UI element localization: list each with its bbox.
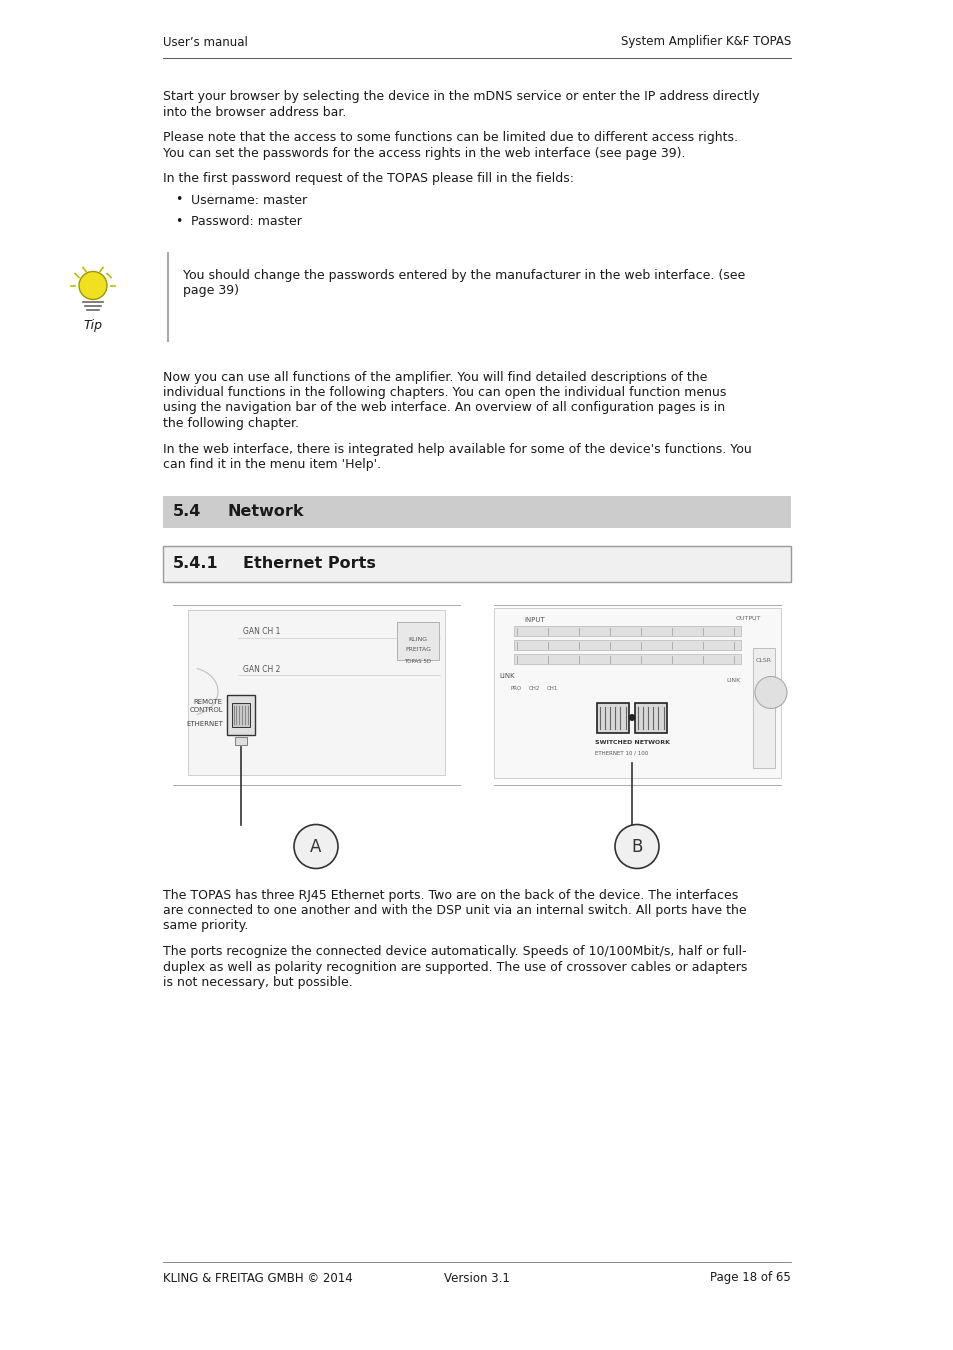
- Text: can find it in the menu item 'Help'.: can find it in the menu item 'Help'.: [163, 458, 381, 471]
- Text: KLING: KLING: [408, 637, 427, 643]
- Text: INPUT: INPUT: [523, 617, 544, 624]
- Text: using the navigation bar of the web interface. An overview of all configuration : using the navigation bar of the web inte…: [163, 401, 724, 414]
- Text: You should change the passwords entered by the manufacturer in the web interface: You should change the passwords entered …: [183, 269, 744, 282]
- FancyBboxPatch shape: [227, 694, 254, 734]
- FancyBboxPatch shape: [597, 702, 628, 733]
- Text: CLSR: CLSR: [755, 657, 771, 663]
- Text: individual functions in the following chapters. You can open the individual func: individual functions in the following ch…: [163, 386, 725, 400]
- Text: Network: Network: [228, 504, 304, 518]
- Text: duplex as well as polarity recognition are supported. The use of crossover cable: duplex as well as polarity recognition a…: [163, 960, 746, 973]
- Text: ETHERNET 10 / 100: ETHERNET 10 / 100: [595, 751, 648, 756]
- Text: Please note that the access to some functions can be limited due to different ac: Please note that the access to some func…: [163, 131, 738, 144]
- FancyBboxPatch shape: [234, 737, 247, 744]
- Text: In the web interface, there is integrated help available for some of the device': In the web interface, there is integrate…: [163, 443, 751, 455]
- FancyBboxPatch shape: [752, 648, 774, 768]
- Text: User’s manual: User’s manual: [163, 35, 248, 49]
- Text: SWITCHED NETWORK: SWITCHED NETWORK: [595, 741, 669, 745]
- Text: Start your browser by selecting the device in the mDNS service or enter the IP a: Start your browser by selecting the devi…: [163, 90, 759, 103]
- FancyBboxPatch shape: [514, 653, 740, 663]
- Text: into the browser address bar.: into the browser address bar.: [163, 105, 346, 119]
- Text: CONTROL: CONTROL: [190, 707, 223, 714]
- Text: Tip: Tip: [84, 320, 102, 332]
- FancyBboxPatch shape: [163, 495, 790, 528]
- Text: FREITAG: FREITAG: [405, 647, 431, 652]
- Text: PRO: PRO: [510, 686, 521, 690]
- Text: CH2: CH2: [528, 686, 539, 690]
- Text: GAN CH 1: GAN CH 1: [243, 628, 280, 636]
- Text: same priority.: same priority.: [163, 919, 248, 933]
- Circle shape: [79, 271, 107, 300]
- Text: A: A: [310, 837, 321, 856]
- Text: Now you can use all functions of the amplifier. You will find detailed descripti: Now you can use all functions of the amp…: [163, 370, 706, 383]
- FancyBboxPatch shape: [494, 608, 781, 778]
- Text: ETHERNET: ETHERNET: [186, 721, 223, 728]
- FancyBboxPatch shape: [514, 625, 740, 636]
- Text: TOPAS 5D: TOPAS 5D: [404, 659, 431, 664]
- FancyBboxPatch shape: [188, 609, 444, 775]
- Text: The TOPAS has three RJ45 Ethernet ports. Two are on the back of the device. The : The TOPAS has three RJ45 Ethernet ports.…: [163, 888, 738, 902]
- FancyBboxPatch shape: [163, 545, 790, 582]
- Text: 5.4: 5.4: [172, 504, 201, 518]
- FancyBboxPatch shape: [232, 702, 250, 726]
- Circle shape: [628, 714, 635, 721]
- Text: You can set the passwords for the access rights in the web interface (see page 3: You can set the passwords for the access…: [163, 147, 685, 159]
- FancyBboxPatch shape: [514, 640, 740, 649]
- Text: •: •: [174, 193, 182, 207]
- Text: Version 3.1: Version 3.1: [443, 1272, 510, 1284]
- Text: System Amplifier K&F TOPAS: System Amplifier K&F TOPAS: [620, 35, 790, 49]
- Text: REMOTE: REMOTE: [193, 699, 223, 706]
- Text: In the first password request of the TOPAS please fill in the fields:: In the first password request of the TOP…: [163, 171, 574, 185]
- Text: The ports recognize the connected device automatically. Speeds of 10/100Mbit/s, : The ports recognize the connected device…: [163, 945, 746, 958]
- Text: the following chapter.: the following chapter.: [163, 417, 298, 431]
- Text: LINK: LINK: [498, 672, 514, 679]
- Circle shape: [615, 825, 659, 868]
- Text: GAN CH 2: GAN CH 2: [243, 664, 280, 674]
- Circle shape: [754, 676, 786, 709]
- Text: KLING & FREITAG GMBH © 2014: KLING & FREITAG GMBH © 2014: [163, 1272, 353, 1284]
- Text: Password: master: Password: master: [191, 215, 301, 228]
- Text: Page 18 of 65: Page 18 of 65: [709, 1272, 790, 1284]
- Text: •: •: [174, 215, 182, 228]
- Text: B: B: [631, 837, 642, 856]
- Text: are connected to one another and with the DSP unit via an internal switch. All p: are connected to one another and with th…: [163, 904, 746, 917]
- Text: OUTPUT: OUTPUT: [735, 617, 760, 621]
- Text: Ethernet Ports: Ethernet Ports: [243, 556, 375, 571]
- FancyBboxPatch shape: [396, 621, 438, 660]
- Text: page 39): page 39): [183, 284, 239, 297]
- Circle shape: [294, 825, 337, 868]
- Text: Username: master: Username: master: [191, 193, 307, 207]
- Text: 5.4.1: 5.4.1: [172, 556, 218, 571]
- Text: is not necessary, but possible.: is not necessary, but possible.: [163, 976, 353, 990]
- Text: LINK: LINK: [725, 678, 740, 683]
- Text: CH1: CH1: [546, 686, 558, 690]
- FancyBboxPatch shape: [635, 702, 666, 733]
